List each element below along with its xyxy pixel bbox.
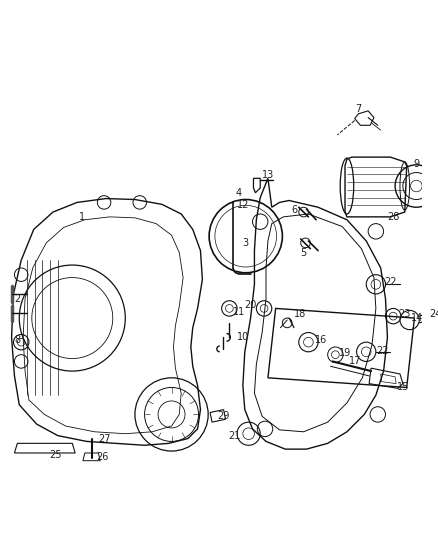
Text: 22: 22	[384, 277, 396, 287]
Text: 23: 23	[399, 309, 411, 319]
Text: 22: 22	[376, 346, 389, 356]
Text: 15: 15	[397, 383, 409, 392]
Text: 12: 12	[237, 200, 249, 211]
Text: 16: 16	[315, 335, 327, 345]
Text: 29: 29	[217, 411, 230, 422]
Text: 3: 3	[243, 238, 249, 248]
Text: 13: 13	[262, 171, 274, 181]
Text: 2: 2	[14, 294, 21, 304]
Text: 28: 28	[387, 212, 399, 222]
Text: 10: 10	[237, 333, 249, 342]
Text: 19: 19	[339, 348, 351, 358]
Text: 6: 6	[291, 205, 297, 215]
Text: 1: 1	[79, 212, 85, 222]
Text: 14: 14	[411, 313, 424, 323]
Text: 26: 26	[96, 452, 108, 462]
Text: 17: 17	[349, 357, 361, 366]
Text: 4: 4	[236, 188, 242, 198]
Text: 21: 21	[228, 431, 240, 441]
Text: 5: 5	[300, 247, 307, 257]
Text: 25: 25	[49, 450, 62, 460]
Text: 8: 8	[14, 335, 21, 345]
Text: 9: 9	[413, 159, 420, 169]
Text: 11: 11	[233, 308, 245, 317]
Text: 7: 7	[355, 104, 362, 114]
Text: 18: 18	[293, 309, 306, 319]
Text: 20: 20	[244, 300, 257, 310]
Text: 24: 24	[429, 309, 438, 319]
Text: 27: 27	[98, 433, 110, 443]
